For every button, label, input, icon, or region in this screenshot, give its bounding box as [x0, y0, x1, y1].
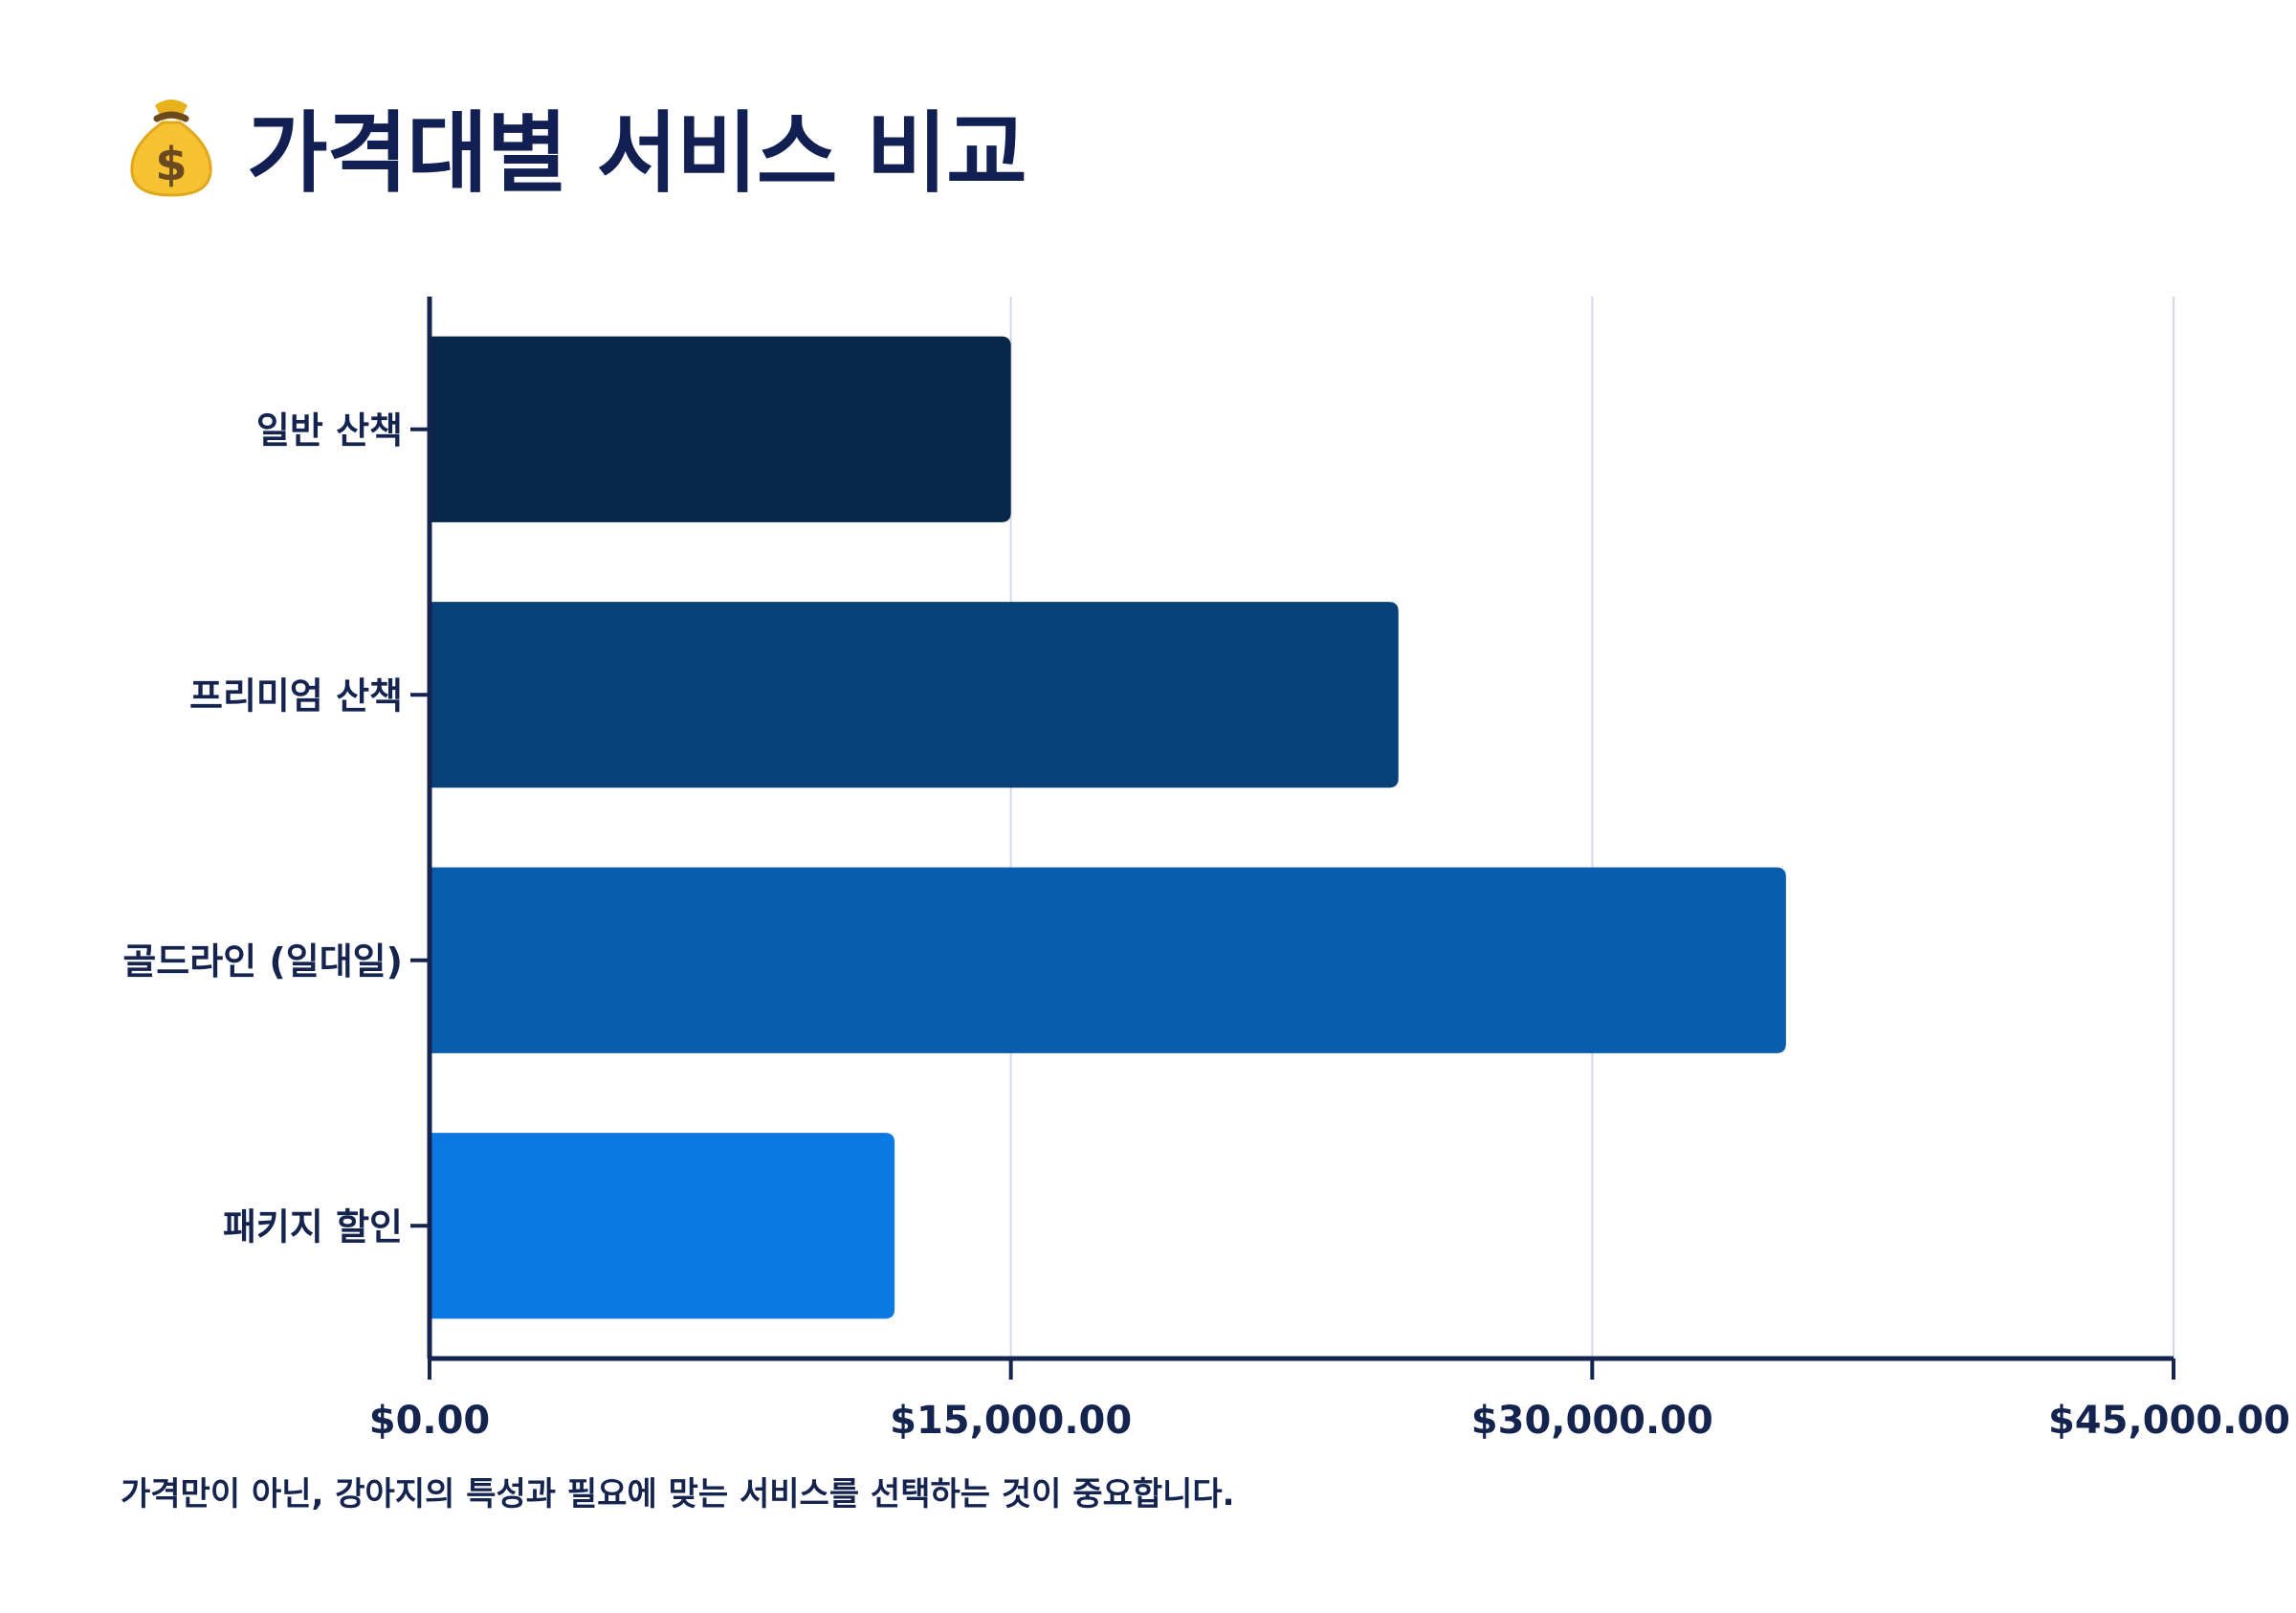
money-bag-icon: $	[130, 99, 212, 197]
bar	[430, 602, 1399, 788]
x-tick-label: $15,000.00	[890, 1399, 1132, 1443]
bar	[430, 867, 1786, 1053]
chart-header: $ 가격대별 서비스 비교	[122, 88, 1027, 205]
x-tick-label: $30,000.00	[1471, 1399, 1713, 1443]
x-tick-label: $0.00	[369, 1399, 491, 1443]
bar	[430, 336, 1011, 522]
page-title: 가격대별 서비스 비교	[247, 101, 1027, 205]
y-tick-label: 골드라인 (일대일)	[122, 940, 403, 983]
svg-text:$: $	[155, 138, 187, 191]
footnote: 가격만이 아닌, 강아지의 특성과 필요에 맞는 서비스를 선택하는 것이 중요…	[121, 1475, 1235, 1514]
y-tick-label: 프리미엄 산책	[189, 674, 403, 717]
y-tick-label: 일반 산책	[256, 409, 403, 452]
bar	[430, 1133, 895, 1319]
y-tick-label: 패키지 할인	[223, 1205, 403, 1248]
x-tick-label: $45,000.00	[2048, 1399, 2290, 1443]
